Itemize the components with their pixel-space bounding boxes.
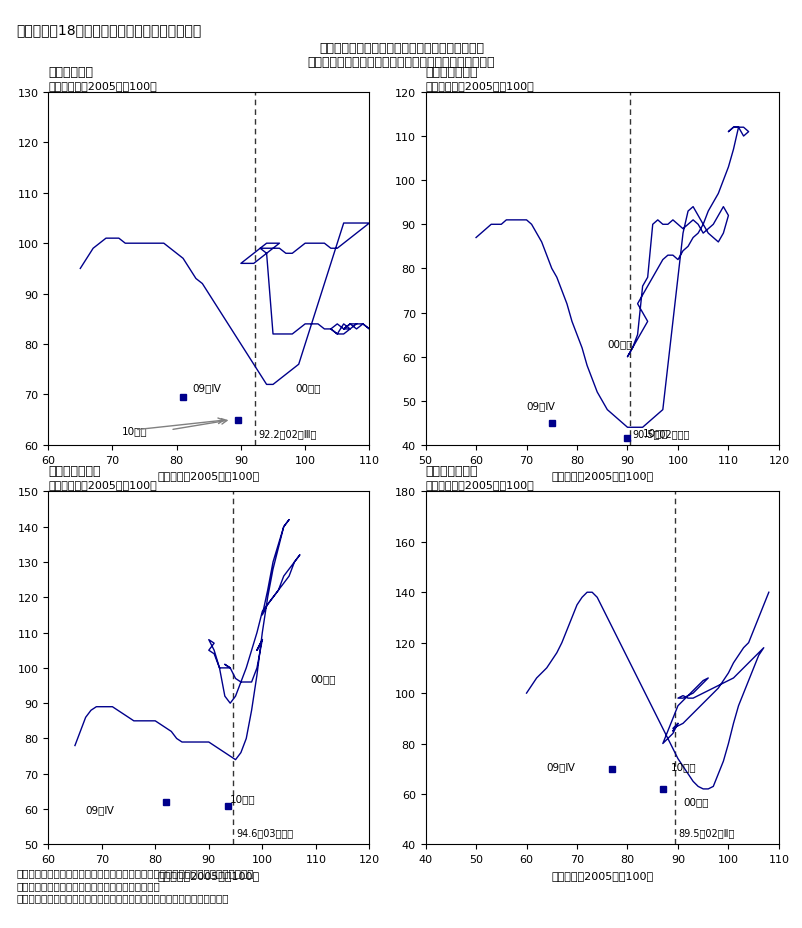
Text: ２．稼働率、設備投資ともに季節調整値。: ２．稼働率、設備投資ともに季節調整値。 (16, 880, 160, 890)
Text: （設備投資、2005年＝100）: （設備投資、2005年＝100） (48, 81, 156, 91)
Text: 09年Ⅳ: 09年Ⅳ (526, 401, 555, 411)
X-axis label: （稼働率、2005年＝100）: （稼働率、2005年＝100） (550, 870, 653, 880)
Text: 92.2（02年Ⅲ）: 92.2（02年Ⅲ） (258, 429, 316, 438)
Text: 設備投資は前回の後退局面を下回る水準まで低下: 設備投資は前回の後退局面を下回る水準まで低下 (318, 42, 484, 55)
X-axis label: （稼働率、2005年＝100）: （稼働率、2005年＝100） (550, 470, 653, 481)
X-axis label: （稼働率、2005年＝100）: （稼働率、2005年＝100） (157, 470, 260, 481)
Text: 00年Ｉ: 00年Ｉ (683, 796, 707, 806)
Text: （設備投資、2005年＝100）: （設備投資、2005年＝100） (425, 480, 533, 490)
Text: 09年Ⅳ: 09年Ⅳ (86, 805, 115, 814)
Text: 09年Ⅳ: 09年Ⅳ (546, 761, 575, 771)
Text: 09年Ⅳ: 09年Ⅳ (192, 382, 221, 393)
Text: 第１－１－18図　稼働率指数と設備投資の関係: 第１－１－18図 稼働率指数と設備投資の関係 (16, 23, 201, 37)
Text: 10年Ｉ: 10年Ｉ (670, 761, 695, 771)
Text: 90.5（02年Ｉ）: 90.5（02年Ｉ） (632, 429, 689, 438)
Text: 10年Ｉ: 10年Ｉ (122, 425, 148, 435)
X-axis label: （稼働率、2005年＝100）: （稼働率、2005年＝100） (157, 870, 260, 880)
Text: （３）電気機械: （３）電気機械 (48, 465, 100, 478)
Text: 89.5（02年Ⅱ）: 89.5（02年Ⅱ） (677, 828, 733, 837)
Text: （１）製造業: （１）製造業 (48, 66, 93, 79)
Text: （２）輸送機械: （２）輸送機械 (425, 66, 477, 79)
Text: 製造業の稼働率は前回の設備投資底打ちの水準に近づく: 製造業の稼働率は前回の設備投資底打ちの水準に近づく (307, 56, 495, 69)
Text: （４）一般機械: （４）一般機械 (425, 465, 477, 478)
Text: 00年Ｉ: 00年Ｉ (606, 339, 632, 349)
Text: 00年Ｉ: 00年Ｉ (310, 674, 335, 684)
Text: （備考）１．経済産業省「鉱工業指数」、財務省「法人企業統計季報」により作成。: （備考）１．経済産業省「鉱工業指数」、財務省「法人企業統計季報」により作成。 (16, 868, 253, 878)
Text: 94.6（03年Ｉ）: 94.6（03年Ｉ） (236, 828, 293, 837)
Text: 00年Ｉ: 00年Ｉ (295, 382, 321, 393)
Text: （設備投資、2005年＝100）: （設備投資、2005年＝100） (425, 81, 533, 91)
Text: （設備投資、2005年＝100）: （設備投資、2005年＝100） (48, 480, 156, 490)
Text: 10年Ｉ: 10年Ｉ (230, 793, 256, 804)
Text: 10年Ｉ: 10年Ｉ (642, 427, 667, 437)
Text: ３．点線は、前回の景気局面の設備投資が底となった稼働率指数。: ３．点線は、前回の景気局面の設備投資が底となった稼働率指数。 (16, 892, 229, 902)
